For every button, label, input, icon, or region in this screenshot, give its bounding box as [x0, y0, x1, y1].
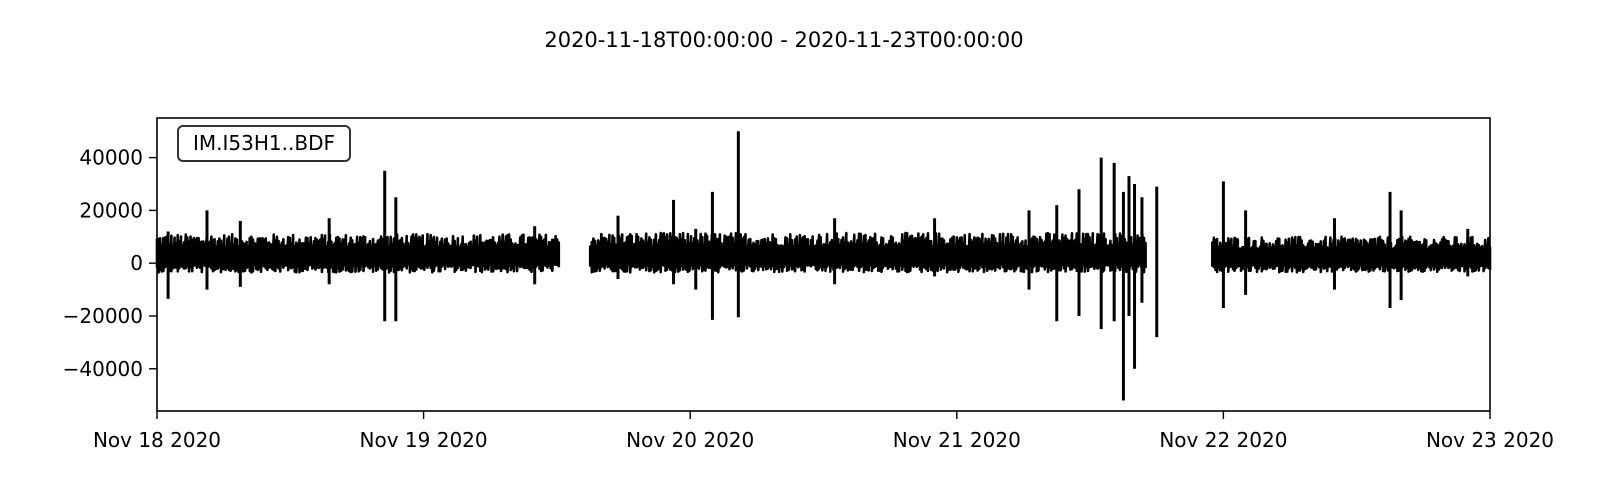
trace-label-box	[177, 125, 351, 162]
waveform-segment	[588, 231, 1147, 274]
x-tick-label: Nov 23 2020	[1426, 428, 1554, 452]
plot-frame	[156, 117, 1491, 412]
x-tick-label: Nov 22 2020	[1159, 428, 1287, 452]
trace-label: IM.I53H1..BDF	[193, 131, 335, 155]
y-tick-label: 0	[130, 251, 143, 275]
x-tick-label: Nov 20 2020	[626, 428, 754, 452]
y-tick-label: 20000	[79, 198, 143, 222]
x-tick-label: Nov 19 2020	[360, 428, 488, 452]
waveform-segment	[155, 232, 561, 274]
waveform-segment	[1211, 235, 1492, 274]
waveform-trace	[155, 131, 1492, 401]
y-tick-label: −40000	[63, 357, 143, 381]
x-tick-label: Nov 21 2020	[893, 428, 1021, 452]
x-axis: Nov 18 2020 Nov 19 2020 Nov 20 2020 Nov 21 …	[93, 411, 1554, 452]
y-tick-label: 40000	[79, 146, 143, 170]
y-axis: 40000 20000 0 −20000 −40000	[63, 146, 157, 381]
chart-title: 2020-11-18T00:00:00 - 2020-11-23T00:00:0…	[544, 28, 1023, 52]
x-tick-label: Nov 18 2020	[93, 428, 221, 452]
y-tick-label: −20000	[63, 304, 143, 328]
trace-legend: IM.I53H1..BDF	[177, 125, 351, 162]
